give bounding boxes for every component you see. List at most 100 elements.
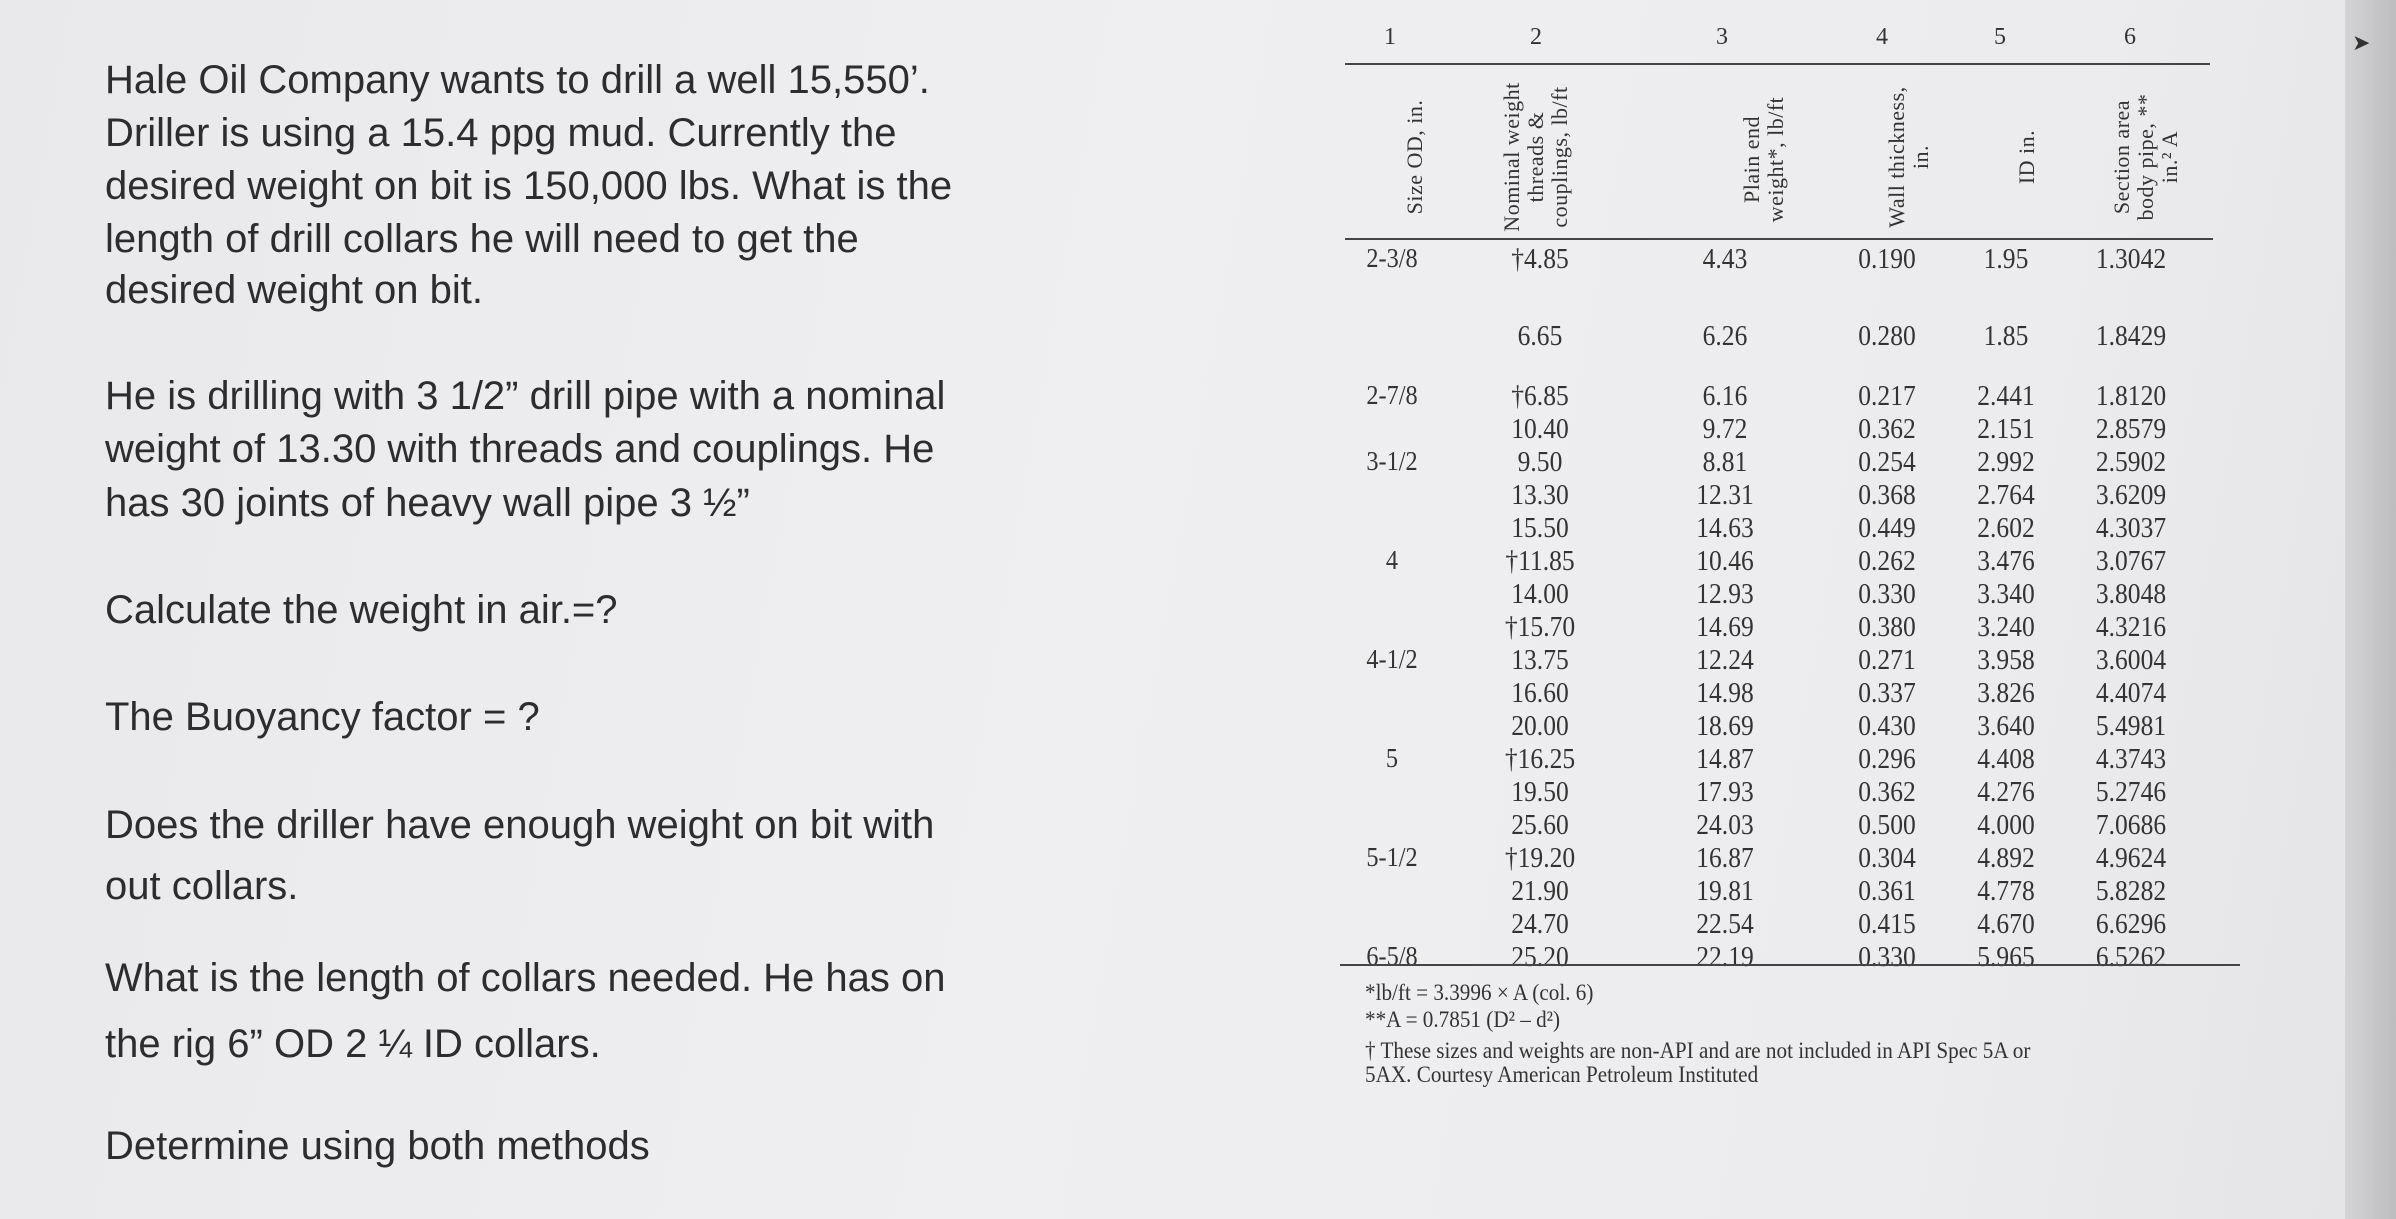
cell-wall: 0.330	[1858, 941, 1916, 973]
column-number: 4	[1876, 24, 1888, 50]
question-line: desired weight on bit is 150,000 lbs. Wh…	[105, 164, 953, 208]
cell-plain: 14.98	[1696, 677, 1754, 709]
cell-od: 6-5/8	[1366, 941, 1418, 971]
cell-area: 3.0767	[2095, 545, 2167, 577]
calc-air-question: Calculate the weight in air.=?	[105, 588, 618, 632]
cell-id: 4.276	[1977, 776, 2035, 808]
cell-area: 4.3037	[2095, 512, 2167, 544]
cell-wall: 0.361	[1858, 875, 1916, 907]
cell-id: 2.764	[1977, 479, 2035, 511]
cell-od: 4-1/2	[1366, 644, 1418, 674]
cell-plain: 14.87	[1696, 743, 1754, 775]
cell-wall: 0.380	[1858, 611, 1916, 643]
cell-wall: 0.330	[1858, 578, 1916, 610]
cell-wall: 0.430	[1858, 710, 1916, 742]
cell-area: 4.4074	[2095, 677, 2167, 709]
collars-question: the rig 6” OD 2 ¼ ID collars.	[105, 1022, 601, 1066]
cell-wall: 0.362	[1858, 413, 1916, 445]
cell-id: 4.892	[1977, 842, 2035, 874]
question-line: Hale Oil Company wants to drill a well 1…	[105, 58, 930, 102]
cell-nominal: 24.70	[1511, 908, 1569, 940]
cell-area: 7.0686	[2095, 809, 2167, 841]
table-bottom-rule	[1340, 964, 2240, 966]
cell-area: 3.8048	[2095, 578, 2167, 610]
cell-nominal: 14.00	[1511, 578, 1569, 610]
cell-plain: 24.03	[1696, 809, 1754, 841]
cell-nominal: †4.85	[1511, 243, 1569, 275]
cell-wall: 0.362	[1858, 776, 1916, 808]
mouse-cursor-icon: ➤	[2352, 30, 2371, 55]
cell-od: 3-1/2	[1366, 446, 1418, 476]
cell-area: 2.8579	[2095, 413, 2167, 445]
cell-wall: 0.500	[1858, 809, 1916, 841]
question-line: Driller is using a 15.4 ppg mud. Current…	[105, 111, 897, 155]
question-line: weight of 13.30 with threads and couplin…	[105, 427, 935, 471]
cell-area: 4.3216	[2095, 611, 2167, 643]
cell-wall: 0.271	[1858, 644, 1916, 676]
header-plain-end-weight: Plain end weight*, lb/ft	[1739, 96, 1788, 223]
cell-id: 3.958	[1977, 644, 2035, 676]
cell-id: 3.240	[1977, 611, 2035, 643]
cell-id: 2.992	[1977, 446, 2035, 478]
cell-nominal: 25.20	[1511, 941, 1569, 973]
cell-area: 5.8282	[2095, 875, 2167, 907]
cell-plain: 6.16	[1702, 380, 1748, 412]
cell-plain: 16.87	[1696, 842, 1754, 874]
question-line: length of drill collars he will need to …	[105, 217, 859, 261]
question-line: has 30 joints of heavy wall pipe 3 ½”	[105, 481, 750, 525]
enough-weight-question: Does the driller have enough weight on b…	[105, 803, 935, 847]
cell-nominal: †19.20	[1504, 842, 1576, 874]
column-number: 1	[1384, 24, 1396, 50]
cell-id: 3.476	[1977, 545, 2035, 577]
cell-od: 5	[1385, 743, 1399, 773]
cell-plain: 10.46	[1696, 545, 1754, 577]
cell-plain: 14.63	[1696, 512, 1754, 544]
cell-id: 3.340	[1977, 578, 2035, 610]
cell-id: 2.441	[1977, 380, 2035, 412]
cell-id: 1.85	[1983, 320, 2029, 352]
cell-plain: 19.81	[1696, 875, 1754, 907]
cell-wall: 0.337	[1858, 677, 1916, 709]
cell-area: 3.6004	[2095, 644, 2167, 676]
footnote: **A = 0.7851 (D² – d²)	[1365, 1007, 1561, 1032]
cell-plain: 8.81	[1702, 446, 1748, 478]
cell-nominal: 6.65	[1517, 320, 1563, 352]
cell-id: 4.408	[1977, 743, 2035, 775]
enough-weight-question: out collars.	[105, 864, 299, 908]
column-number: 2	[1530, 24, 1542, 50]
cell-nominal: 10.40	[1511, 413, 1569, 445]
cell-id: 4.778	[1977, 875, 2035, 907]
column-number: 6	[2124, 24, 2136, 50]
buoyancy-question: The Buoyancy factor = ?	[105, 695, 540, 739]
column-number: 3	[1716, 24, 1728, 50]
cell-wall: 0.368	[1858, 479, 1916, 511]
cell-plain: 17.93	[1696, 776, 1754, 808]
cell-wall: 0.296	[1858, 743, 1916, 775]
cell-area: 5.4981	[2095, 710, 2167, 742]
cell-wall: 0.415	[1858, 908, 1916, 940]
cell-plain: 6.26	[1702, 320, 1748, 352]
cell-wall: 0.190	[1858, 243, 1916, 275]
cell-plain: 12.93	[1696, 578, 1754, 610]
cell-nominal: 13.75	[1511, 644, 1569, 676]
footnote: *lb/ft = 3.3996 × A (col. 6)	[1365, 980, 1594, 1005]
cell-od: 4	[1385, 545, 1399, 575]
cell-od: 2-7/8	[1366, 380, 1418, 410]
cell-id: 1.95	[1983, 243, 2029, 275]
cell-wall: 0.449	[1858, 512, 1916, 544]
cell-nominal: 19.50	[1511, 776, 1569, 808]
cell-area: 6.5262	[2095, 941, 2167, 973]
header-section-area: Section area body pipe, ** in.² A	[2109, 93, 2182, 221]
cell-id: 3.826	[1977, 677, 2035, 709]
cell-wall: 0.280	[1858, 320, 1916, 352]
cell-id: 4.670	[1977, 908, 2035, 940]
cell-id: 2.602	[1977, 512, 2035, 544]
header-size-od: Size OD, in.	[1402, 99, 1427, 215]
cell-plain: 18.69	[1696, 710, 1754, 742]
cell-od: 2-3/8	[1366, 243, 1418, 273]
cell-area: 2.5902	[2095, 446, 2167, 478]
cell-id: 4.000	[1977, 809, 2035, 841]
cell-area: 4.9624	[2095, 842, 2167, 874]
determine-instruction: Determine using both methods	[105, 1124, 650, 1168]
cell-nominal: 25.60	[1511, 809, 1569, 841]
